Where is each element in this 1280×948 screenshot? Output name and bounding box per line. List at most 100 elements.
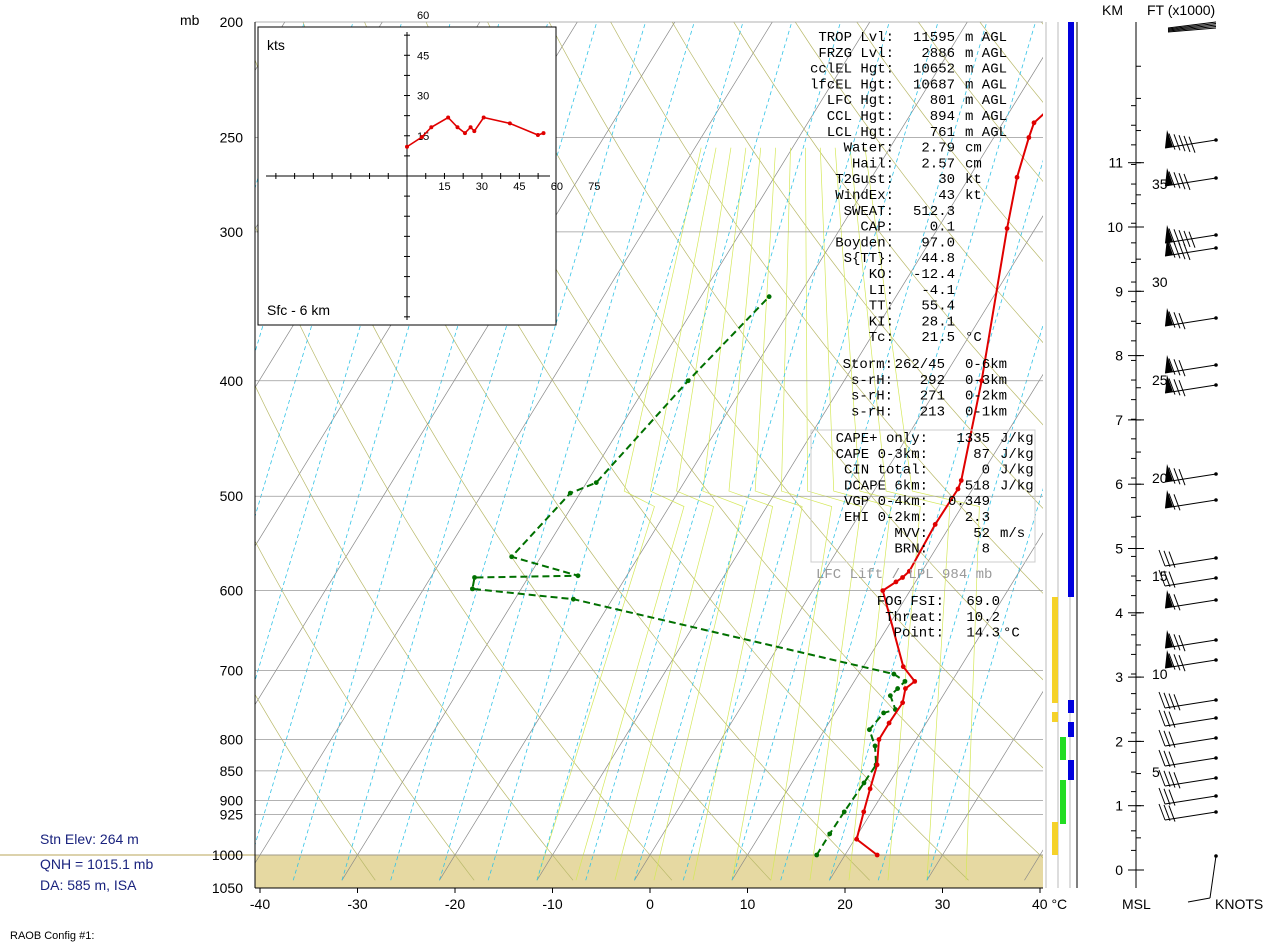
isotherm-line — [0, 0, 106, 880]
mixing-ratio-line — [780, 22, 1036, 881]
wind-barb-flag — [1165, 490, 1173, 508]
wind-barb-feather — [1178, 172, 1186, 190]
wind-barb-feather — [1168, 241, 1176, 258]
temperature-point — [861, 809, 867, 815]
index-name: Hail: — [852, 156, 894, 172]
wind-barb-feather — [1168, 711, 1176, 728]
index-name: Boyden: — [835, 235, 894, 251]
temperature-point — [886, 720, 892, 726]
wind-barb-feather — [1168, 358, 1176, 375]
hodograph-x-label: 75 — [588, 181, 600, 193]
lift-label: LFC Lift / LPL 984 mb — [816, 567, 992, 583]
wind-barb-dot — [1214, 233, 1218, 237]
temperature-point — [874, 762, 880, 768]
mixing-ratio-line — [682, 22, 939, 881]
index-name: LFC Hgt: — [827, 93, 894, 109]
moist-adiabat-line — [805, 147, 862, 881]
wind-barb-feather — [1178, 134, 1186, 152]
pressure-tick-label: 1000 — [212, 847, 243, 863]
cape-unit: J/kg — [1000, 447, 1034, 463]
moist-adiabat-line — [731, 147, 803, 881]
station-qnh: QNH = 1015.1 mb — [40, 856, 153, 872]
wind-barb-flag — [1165, 308, 1173, 326]
index-unit: m AGL — [965, 109, 1007, 125]
wind-barb-feather — [1163, 692, 1171, 709]
wind-barb-dot — [1214, 716, 1218, 720]
wind-barb-feather — [1178, 312, 1186, 330]
mixing-ratio-line — [341, 22, 598, 881]
wind-barb-feather — [1168, 378, 1176, 395]
temperature-point — [1118, 25, 1123, 30]
wind-barb-feather — [1183, 243, 1191, 261]
fog-layer-bar — [1052, 712, 1058, 722]
cape-name: VGP 0-4km: — [844, 494, 928, 510]
wind-barb-feather — [1163, 550, 1171, 567]
dewpoint-point — [593, 480, 599, 486]
wind-barb-feather — [1173, 359, 1181, 376]
dry-adiabat-line — [1214, 9, 1280, 880]
wind-barb-feather — [1163, 750, 1171, 767]
index-value: -12.4 — [913, 267, 955, 283]
mixing-ratio-line — [255, 22, 500, 847]
mixing-ratio-line — [390, 22, 646, 881]
index-unit: m AGL — [965, 125, 1007, 141]
mixing-ratio-line — [877, 323, 1043, 881]
wind-barb-flag — [1165, 238, 1173, 256]
wind-barb-flag — [1165, 464, 1173, 482]
ft-tick-label: 10 — [1152, 666, 1168, 682]
wind-barb-feather — [1168, 493, 1176, 510]
hodograph-point — [429, 125, 434, 130]
index-name: KI: — [869, 314, 894, 330]
isotherm-line — [536, 56, 1043, 881]
wind-barb-feather — [1168, 653, 1176, 670]
dewpoint-line — [471, 295, 907, 856]
cape-value: 1335 — [956, 431, 990, 447]
wind-barb-feather — [1158, 709, 1166, 727]
storm-unit: 0-2km — [965, 389, 1007, 405]
temperature-tick-label: 20 — [837, 896, 853, 912]
mixing-ratio-line — [536, 22, 793, 881]
dewpoint-point — [814, 852, 820, 858]
hodograph-point — [419, 135, 424, 139]
fog-name: FOG FSI: — [877, 594, 944, 610]
dewpoint-point — [470, 586, 475, 592]
km-tick-label: 3 — [1115, 669, 1123, 685]
temperature-point — [900, 575, 905, 580]
mixing-ratio-line — [731, 22, 988, 881]
wind-barb-feather — [1168, 311, 1176, 328]
hodograph: kts Sfc - 6 km 15304560751530456075 — [257, 10, 600, 326]
hodograph-trace — [406, 116, 544, 148]
isotherm-line — [255, 22, 676, 706]
cape-name: BRN: — [894, 542, 928, 558]
wind-barb-flag — [1165, 168, 1173, 186]
temperature-point — [903, 686, 908, 691]
hodograph-layer: Sfc - 6 km — [267, 302, 330, 318]
dewpoint-point — [902, 678, 908, 684]
ft-tick-label: 15 — [1152, 568, 1168, 584]
dewpoint-point — [827, 831, 833, 837]
temperature-point — [893, 579, 899, 585]
wind-barb-feather — [1168, 771, 1176, 788]
index-unit: °C — [965, 330, 982, 346]
km-tick-label: 10 — [1107, 219, 1123, 235]
green-layer-bar — [1060, 737, 1066, 760]
hodograph-point — [462, 131, 467, 136]
wind-barb-dot — [1214, 810, 1218, 814]
index-unit: m AGL — [965, 30, 1007, 46]
wind-barb-feather — [1173, 634, 1181, 651]
wind-barb-feather — [1158, 769, 1166, 787]
fog-value: 69.0 — [966, 594, 1000, 610]
cape-unit: J/kg — [1000, 463, 1034, 479]
temperature-point — [1082, 83, 1087, 88]
dewpoint-point — [887, 693, 893, 699]
cape-unit: J/kg — [1000, 478, 1034, 494]
km-tick-label: 2 — [1115, 733, 1123, 749]
km-tick-label: 1 — [1115, 798, 1123, 814]
index-unit: m AGL — [965, 77, 1007, 93]
footer-config: RAOB Config #1: — [10, 930, 94, 942]
temperature-point — [1014, 174, 1020, 180]
hodograph-point — [455, 125, 460, 130]
sounding-profiles — [470, 25, 1123, 858]
temperature-tick-label: 40 °C — [1032, 896, 1067, 912]
dewpoint-point — [472, 575, 477, 580]
